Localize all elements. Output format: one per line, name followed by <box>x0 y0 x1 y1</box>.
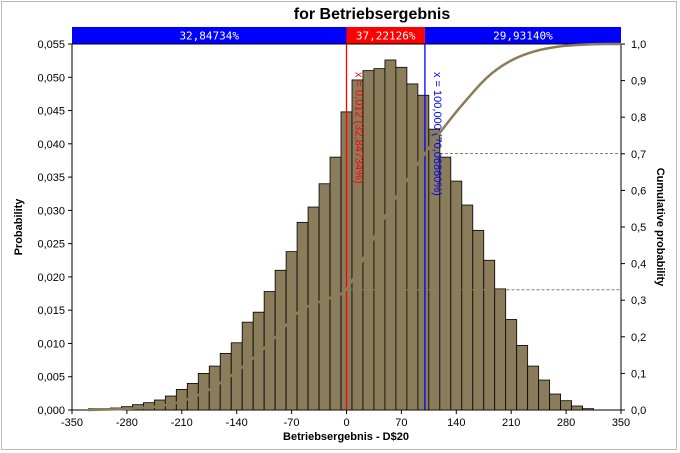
histogram-bar <box>516 345 529 411</box>
y-right-tick-label: 0,4 <box>631 259 646 271</box>
y-right-tick-label: 0,8 <box>631 112 646 124</box>
histogram-bar <box>472 229 485 411</box>
y-left-tick-label: 0,040 <box>37 139 65 151</box>
band-label-2: 29,93140% <box>493 30 553 43</box>
x-tick-label: -350 <box>61 417 83 429</box>
histogram-bar <box>230 342 243 411</box>
histogram-bar <box>285 251 298 411</box>
y-right-tick-label: 0,2 <box>631 332 646 344</box>
y-right-tick-label: 0,3 <box>631 295 646 307</box>
y-right-tick-label: 0,9 <box>631 76 646 88</box>
y-right-tick-label: 0,0 <box>631 405 646 417</box>
marker-label-1: x = 100,000 (70,06860%) <box>431 72 443 196</box>
histogram-bar <box>538 379 551 411</box>
histogram-bar <box>582 408 594 411</box>
histogram-bar <box>373 68 386 411</box>
y-right-axis-label: Cumulative probability <box>654 168 666 287</box>
y-right-axis-ticks: 0,0 0,1 0,2 0,3 0,4 0,5 0,6 0,7 0,8 0,9 1,0 <box>621 39 646 417</box>
y-left-tick-label: 0,015 <box>37 305 65 317</box>
histogram-bar <box>549 393 562 411</box>
histogram-bar <box>395 66 408 411</box>
band-segment-2 <box>424 27 621 44</box>
band-label-0: 32,84734% <box>179 30 239 43</box>
band-segment-1 <box>346 27 425 44</box>
y-left-tick-label: 0,050 <box>37 72 65 84</box>
cumulative-curve <box>87 42 622 412</box>
band-segment-0 <box>72 27 347 44</box>
y-left-tick-label: 0,000 <box>37 405 65 417</box>
histogram-bar <box>296 221 309 411</box>
y-left-tick-label: 0,045 <box>37 106 65 118</box>
histogram-bar <box>450 180 463 411</box>
y-left-tick-label: 0,030 <box>37 205 65 217</box>
x-tick-label: -70 <box>284 417 300 429</box>
chart-title: for Betriebsergebnis <box>294 6 451 23</box>
histogram-bar <box>461 204 474 411</box>
x-axis-label: Betriebsergebnis - D$20 <box>283 431 409 443</box>
y-right-tick-label: 0,5 <box>631 222 646 234</box>
x-tick-label: 0 <box>343 417 349 429</box>
histogram-bar <box>318 183 331 411</box>
x-axis-ticks: -350 -280 -210 -140 -70 0 70 140 210 280 350 <box>61 410 630 429</box>
percentile-band: 32,84734% 37,22126% 29,93140% <box>72 27 621 44</box>
x-tick-label: -140 <box>226 417 248 429</box>
histogram-bar <box>560 400 572 411</box>
y-left-tick-label: 0,010 <box>37 338 65 350</box>
histogram-bar <box>571 405 583 411</box>
histogram-bar <box>384 59 397 411</box>
y-left-tick-label: 0,020 <box>37 272 65 284</box>
y-right-tick-label: 0,6 <box>631 185 646 197</box>
histogram-bar <box>417 94 430 411</box>
cumulative-line <box>87 42 622 412</box>
x-tick-label: 70 <box>395 417 407 429</box>
y-right-tick-label: 0,7 <box>631 149 646 161</box>
y-left-tick-label: 0,055 <box>37 39 65 51</box>
y-left-axis-ticks: 0,000 0,005 0,010 0,015 0,020 0,025 0,030 0,035… <box>37 39 72 417</box>
x-tick-label: 140 <box>447 417 465 429</box>
histogram-bar <box>307 206 320 411</box>
marker-label-0: x = 0,012 (32,84734%) <box>353 72 365 184</box>
y-left-tick-label: 0,005 <box>37 372 65 384</box>
histogram-bar <box>406 83 419 411</box>
histogram-bar <box>274 269 287 411</box>
band-label-1: 37,22126% <box>356 30 416 43</box>
histogram-bar <box>505 319 518 411</box>
y-left-tick-label: 0,025 <box>37 239 65 251</box>
x-tick-label: -280 <box>116 417 138 429</box>
y-right-tick-label: 1,0 <box>631 39 646 51</box>
histogram-bar <box>252 311 265 411</box>
x-tick-label: -210 <box>171 417 193 429</box>
x-tick-label: 280 <box>557 417 575 429</box>
y-right-tick-label: 0,1 <box>631 368 646 380</box>
reference-lines <box>346 153 621 291</box>
x-tick-label: 210 <box>502 417 520 429</box>
histogram-bar <box>263 291 276 411</box>
histogram-bar <box>483 259 496 411</box>
histogram-bar <box>494 288 507 411</box>
y-left-tick-label: 0,035 <box>37 172 65 184</box>
y-left-axis-label: Probability <box>13 198 25 256</box>
histogram-bar <box>329 156 342 411</box>
marker-lines: x = 0,012 (32,84734%) x = 100,000 (70,068… <box>345 44 443 410</box>
histogram-bar <box>527 365 540 411</box>
x-tick-label: 350 <box>612 417 630 429</box>
